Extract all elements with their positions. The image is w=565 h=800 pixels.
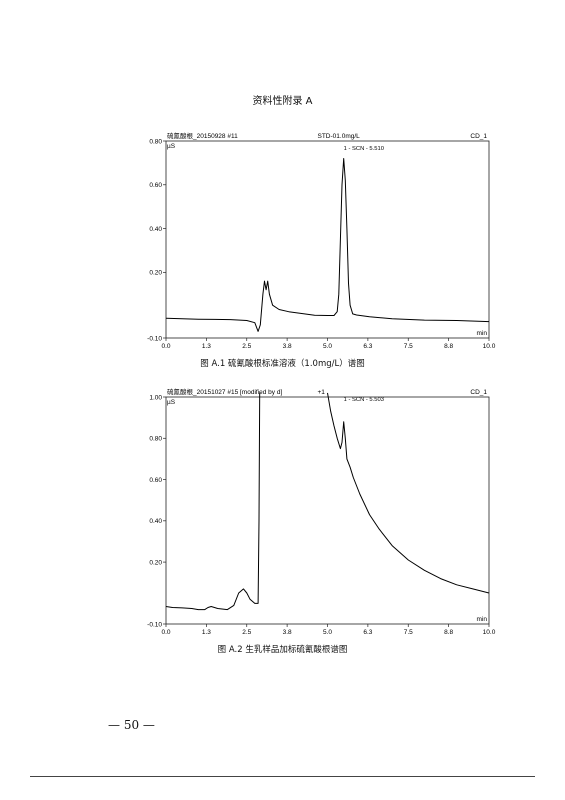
x-tick-label: 6.3 <box>363 629 372 636</box>
footer-rule <box>30 776 535 777</box>
x-tick-label: 5.0 <box>323 629 332 636</box>
header-sample-name: 硫氰酸根_20151027 #15 [modified by d] <box>167 387 282 396</box>
chromatogram-a1: 硫氰酸根_20150928 #11 STD-01.0mg/L CD_1 µS min 0.… <box>147 131 496 350</box>
chromatogram-a2: 硫氰酸根_20151027 #15 [modified by d] +1 CD_1 µ… <box>147 387 496 636</box>
figure-caption-a2: 图 A.2 生乳样品加标硫氰酸根谱图 <box>217 645 348 655</box>
x-unit-label: min <box>477 616 488 623</box>
peak-label-scn: 1 - SCN - 5.503 <box>344 397 384 403</box>
header-program: STD-01.0mg/L <box>318 133 361 140</box>
x-tick-label: 5.0 <box>323 343 332 350</box>
x-unit-label: min <box>477 330 488 337</box>
x-tick-label: 3.8 <box>283 629 292 636</box>
x-tick-label: 6.3 <box>363 343 372 350</box>
header-sample-name: 硫氰酸根_20150928 #11 <box>167 131 238 140</box>
plot-frame <box>165 140 490 339</box>
y-tick-label: -0.10 <box>147 621 162 628</box>
page-number: — 50 — <box>108 718 155 732</box>
y-tick-label: 0.20 <box>149 559 162 566</box>
plot-frame <box>165 396 490 625</box>
peak-label-scn: 1 - SCN - 5.510 <box>344 146 384 152</box>
appendix-title: 资料性附录 A <box>252 96 313 107</box>
x-tick-label: 2.5 <box>242 343 251 350</box>
chromatogram-trace-2 <box>327 392 490 594</box>
x-tick-label: 2.5 <box>242 629 251 636</box>
y-tick-label: 0.60 <box>149 182 162 189</box>
y-tick-label: 0.20 <box>149 270 162 277</box>
x-tick-label: 0.0 <box>161 629 170 636</box>
y-tick-label: 0.80 <box>149 138 162 145</box>
chromatogram-trace-1 <box>165 392 261 611</box>
x-tick-label: 7.5 <box>404 629 413 636</box>
x-tick-label: 1.3 <box>202 343 211 350</box>
x-tick-label: 10.0 <box>483 629 496 636</box>
x-tick-label: 1.3 <box>202 629 211 636</box>
x-tick-label: 8.8 <box>444 343 453 350</box>
y-tick-label: 0.80 <box>149 436 162 443</box>
y-unit-label: µS <box>167 143 176 150</box>
y-tick-label: 1.00 <box>149 394 162 401</box>
x-tick-label: 10.0 <box>483 343 496 350</box>
y-unit-label: µS <box>167 399 176 406</box>
x-tick-label: 0.0 <box>161 343 170 350</box>
y-tick-label: 0.60 <box>149 477 162 484</box>
header-channel: CD_1 <box>470 389 487 396</box>
x-tick-label: 8.8 <box>444 629 453 636</box>
y-tick-label: 0.40 <box>149 518 162 525</box>
header-program: +1 <box>318 389 326 396</box>
header-channel: CD_1 <box>470 133 487 140</box>
y-tick-label: -0.10 <box>147 335 162 342</box>
chromatogram-trace-1 <box>165 158 490 332</box>
y-tick-label: 0.40 <box>149 226 162 233</box>
x-tick-label: 7.5 <box>404 343 413 350</box>
figure-caption-a1: 图 A.1 硫氰酸根标准溶液（1.0mg/L）谱图 <box>200 359 365 369</box>
x-tick-label: 3.8 <box>283 343 292 350</box>
